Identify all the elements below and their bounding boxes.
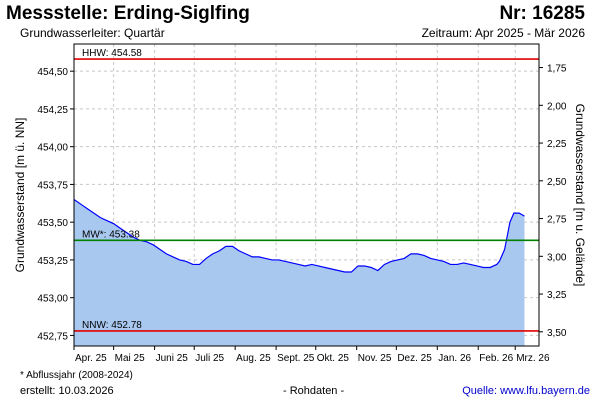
x-tick-label: Mrz. 26 — [516, 353, 550, 364]
reference-line-label: HHW: 454.58 — [82, 48, 142, 59]
x-tick-label: Jan. 26 — [438, 353, 471, 364]
y-axis-label-right: Grundwasserstand [m u. Gelände] — [573, 104, 587, 287]
x-tick-label: Mai 25 — [115, 353, 145, 364]
y-tick-label: 453,00 — [37, 294, 68, 305]
reference-lines: HHW: 454.58 MW*: 453.38 NNW: 452.78 — [74, 48, 539, 332]
y-tick-label: 452,75 — [37, 331, 68, 342]
y-right-tick-label: 2,25 — [547, 139, 567, 150]
y-right-tick-label: 2,75 — [547, 215, 567, 226]
y-right-tick-label: 3,50 — [547, 328, 567, 339]
x-tick-label: Juni 25 — [156, 353, 189, 364]
x-tick-label: Apr. 25 — [75, 353, 107, 364]
y-right-tick-label: 2,00 — [547, 101, 567, 112]
x-tick-label: Feb. 26 — [479, 353, 513, 364]
x-tick-label: Juli 25 — [195, 353, 224, 364]
plot-frame — [73, 43, 540, 347]
water-level-line — [73, 199, 525, 273]
station-title: Messstelle: Erding-Siglfing — [6, 3, 250, 24]
footnote: * Abflussjahr (2008-2024) — [20, 370, 133, 381]
created-date: erstellt: 10.03.2026 — [20, 385, 114, 397]
y-right-tick-label: 3,00 — [547, 252, 567, 263]
y-tick-label: 454,25 — [37, 105, 68, 116]
x-tick-label: Okt. 25 — [317, 353, 350, 364]
y-right-tick-label: 1,75 — [547, 64, 567, 75]
source-link[interactable]: Quelle: www.lfu.bayern.de — [462, 385, 590, 397]
aquifer-label: Grundwasserleiter: Quartär — [20, 26, 165, 40]
period-label: Zeitraum: Apr 2025 - Mär 2026 — [421, 26, 585, 40]
x-tick-label: Dez. 25 — [397, 353, 432, 364]
y-right-tick-label: 2,50 — [547, 177, 567, 188]
y-tick-label: 453,50 — [37, 218, 68, 229]
y-tick-label: 454,50 — [37, 67, 68, 78]
reference-line-label: NNW: 452.78 — [82, 320, 142, 331]
raw-data-label: - Rohdaten - — [283, 385, 345, 397]
water-level-area — [74, 199, 525, 346]
y-tick-label: 453,25 — [37, 256, 68, 267]
reference-line-label: MW*: 453.38 — [82, 229, 140, 240]
axis-ticks: 452,75 453,00 453,25 453,50 453,75 454,00 454,… — [37, 64, 566, 364]
x-tick-label: Sept. 25 — [277, 353, 315, 364]
y-right-tick-label: 3,25 — [547, 290, 567, 301]
y-tick-label: 453,75 — [37, 180, 68, 191]
y-axis-label-left: Grundwasserstand [m ü. NN] — [13, 118, 27, 273]
x-tick-label: Nov. 25 — [358, 353, 392, 364]
y-tick-label: 454,00 — [37, 143, 68, 154]
grid — [74, 44, 539, 346]
x-tick-label: Aug. 25 — [236, 353, 271, 364]
station-number: Nr: 16285 — [499, 3, 585, 24]
